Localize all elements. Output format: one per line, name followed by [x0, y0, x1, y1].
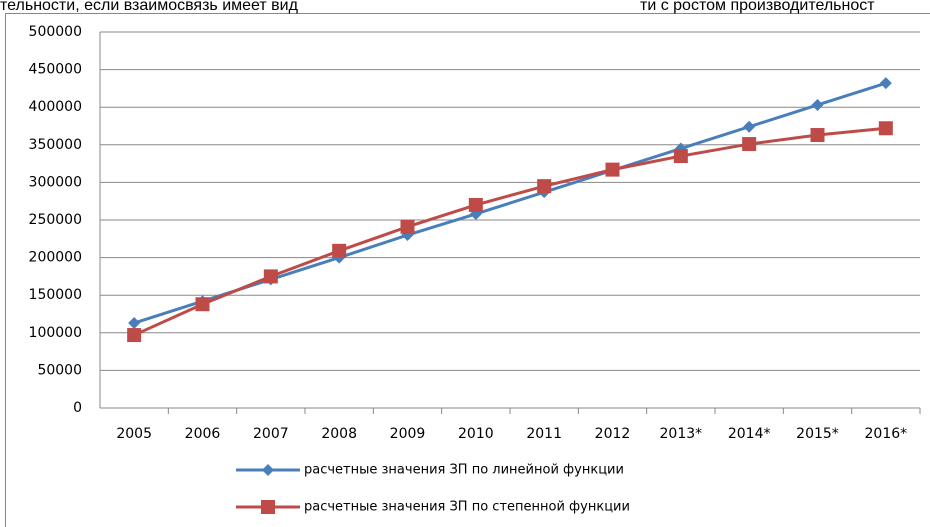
marker: [127, 328, 142, 343]
legend-label: расчетные значения ЗП по степенной функц…: [304, 500, 630, 515]
y-tick-label: 250000: [29, 212, 82, 228]
y-tick-label: 50000: [37, 362, 82, 378]
x-tick-label: 2015*: [796, 426, 839, 442]
header-right: ти с ростом производительност: [640, 0, 875, 14]
x-tick-label: 2011: [526, 426, 562, 442]
x-tick-label: 2012: [595, 426, 631, 442]
y-tick-label: 200000: [29, 250, 82, 266]
x-tick-label: 2014*: [728, 426, 771, 442]
marker: [878, 121, 893, 136]
x-tick-label: 2009: [390, 426, 426, 442]
y-tick-label: 350000: [29, 137, 82, 153]
x-tick-label: 2005: [116, 426, 152, 442]
y-tick-label: 450000: [29, 62, 82, 78]
marker: [810, 128, 825, 143]
x-tick-label: 2010: [458, 426, 494, 442]
legend-marker: [261, 500, 275, 514]
marker: [811, 98, 824, 111]
y-tick-label: 300000: [29, 174, 82, 190]
series-line: [133, 81, 887, 325]
marker: [879, 77, 892, 90]
marker: [195, 297, 210, 312]
series-line: [133, 126, 886, 337]
marker: [128, 317, 141, 330]
marker: [742, 137, 757, 152]
header-left: тельности, если взаимосвязь имеет вид: [0, 0, 299, 14]
y-tick-label: 500000: [29, 24, 82, 40]
x-tick-label: 2016*: [865, 426, 908, 442]
marker: [400, 219, 415, 234]
legend-marker: [262, 464, 274, 476]
x-tick-label: 2013*: [660, 426, 703, 442]
y-tick-label: 100000: [29, 325, 82, 341]
marker: [743, 120, 756, 133]
marker: [537, 179, 552, 194]
marker: [468, 197, 483, 212]
marker: [673, 149, 688, 164]
x-tick-label: 2007: [253, 426, 289, 442]
x-tick-label: 2006: [185, 426, 221, 442]
legend-label: расчетные значения ЗП по линейной функци…: [304, 463, 624, 478]
y-tick-label: 400000: [29, 99, 82, 115]
y-tick-label: 150000: [29, 287, 82, 303]
y-tick-label: 0: [73, 400, 82, 416]
marker: [605, 162, 620, 177]
marker: [263, 269, 278, 284]
x-tick-label: 2008: [321, 426, 357, 442]
chart-border: [5, 13, 930, 527]
marker: [332, 243, 347, 258]
